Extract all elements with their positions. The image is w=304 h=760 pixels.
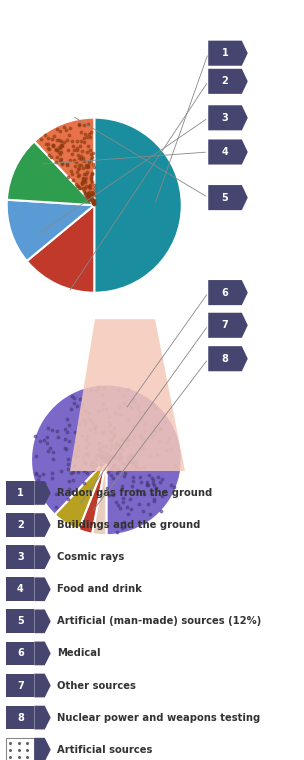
Polygon shape	[208, 140, 248, 164]
Polygon shape	[34, 706, 51, 730]
Polygon shape	[208, 347, 248, 371]
Wedge shape	[79, 460, 106, 534]
Text: Buildings and the ground: Buildings and the ground	[57, 520, 200, 530]
FancyBboxPatch shape	[6, 513, 34, 537]
Wedge shape	[7, 141, 94, 205]
Text: 8: 8	[17, 713, 24, 723]
Text: 2: 2	[221, 76, 228, 87]
Polygon shape	[208, 69, 248, 93]
Text: 6: 6	[17, 648, 24, 658]
FancyBboxPatch shape	[6, 706, 34, 730]
Polygon shape	[34, 545, 51, 569]
Text: Artificial (man-made) sources (12%): Artificial (man-made) sources (12%)	[57, 616, 261, 626]
Polygon shape	[208, 40, 248, 65]
Polygon shape	[34, 641, 51, 665]
Polygon shape	[208, 185, 248, 210]
Text: Cosmic rays: Cosmic rays	[57, 553, 124, 562]
Text: 3: 3	[17, 553, 24, 562]
FancyBboxPatch shape	[6, 641, 34, 665]
Text: Radon gas from the ground: Radon gas from the ground	[57, 488, 212, 498]
Text: 8: 8	[221, 353, 228, 364]
Text: 5: 5	[17, 616, 24, 626]
Text: 4: 4	[221, 147, 228, 157]
Wedge shape	[94, 118, 182, 293]
Text: Food and drink: Food and drink	[57, 584, 142, 594]
Text: 7: 7	[17, 680, 24, 691]
Text: 4: 4	[17, 584, 24, 594]
Text: Medical: Medical	[57, 648, 100, 658]
Polygon shape	[34, 578, 51, 601]
Polygon shape	[34, 610, 51, 633]
FancyBboxPatch shape	[6, 481, 34, 505]
Wedge shape	[92, 460, 106, 535]
Polygon shape	[34, 481, 51, 505]
Polygon shape	[208, 280, 248, 305]
Text: 1: 1	[17, 488, 24, 498]
Text: 5: 5	[221, 192, 228, 203]
Wedge shape	[27, 205, 94, 293]
FancyBboxPatch shape	[6, 738, 34, 760]
Wedge shape	[31, 385, 182, 535]
Text: 7: 7	[221, 320, 228, 331]
Text: Nuclear power and weapons testing: Nuclear power and weapons testing	[57, 713, 260, 723]
Text: 2: 2	[17, 520, 24, 530]
Polygon shape	[34, 738, 51, 760]
FancyBboxPatch shape	[6, 610, 34, 633]
Polygon shape	[70, 319, 185, 471]
Text: Other sources: Other sources	[57, 680, 136, 691]
FancyBboxPatch shape	[6, 673, 34, 698]
Wedge shape	[34, 118, 94, 205]
Wedge shape	[7, 200, 94, 261]
Text: 3: 3	[221, 112, 228, 123]
Polygon shape	[34, 513, 51, 537]
Text: 6: 6	[221, 287, 228, 298]
FancyBboxPatch shape	[6, 545, 34, 569]
Text: Artificial sources: Artificial sources	[57, 745, 152, 755]
Wedge shape	[55, 460, 106, 530]
Polygon shape	[208, 313, 248, 337]
Polygon shape	[208, 106, 248, 131]
Polygon shape	[34, 673, 51, 698]
FancyBboxPatch shape	[6, 578, 34, 601]
Text: 1: 1	[221, 48, 228, 59]
